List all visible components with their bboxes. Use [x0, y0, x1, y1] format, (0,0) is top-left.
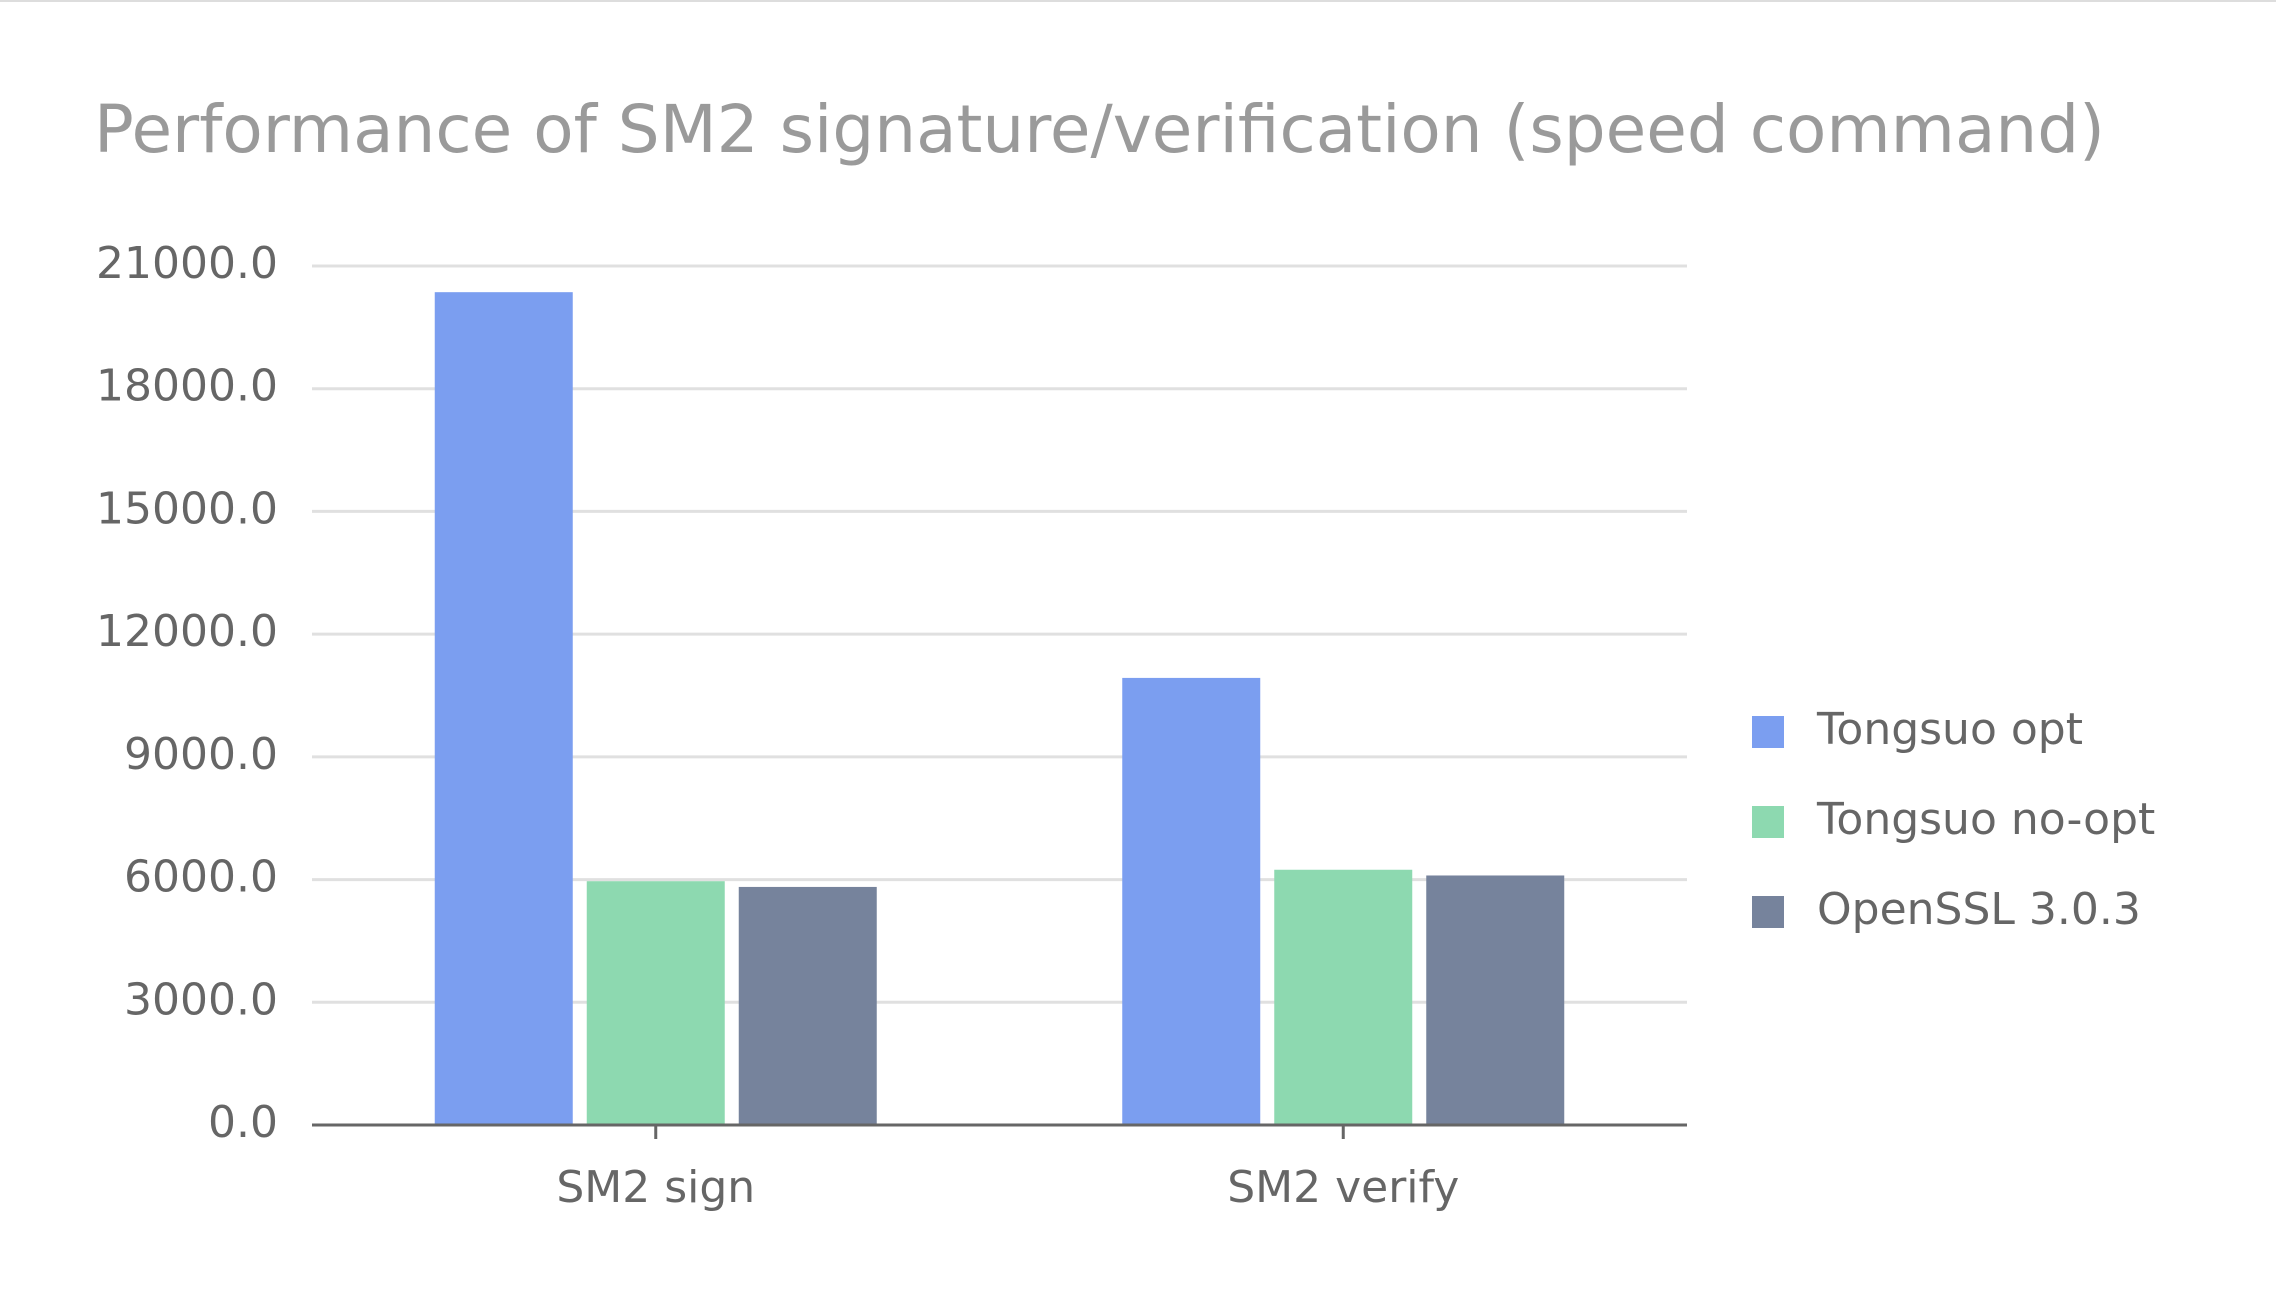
y-tick-label: 18000.0	[96, 361, 278, 412]
legend-label: OpenSSL 3.0.3	[1817, 884, 2141, 935]
bar	[1426, 875, 1565, 1125]
legend-label: Tongsuo opt	[1816, 704, 2083, 755]
y-tick-label: 12000.0	[96, 606, 278, 657]
legend-label: Tongsuo no-opt	[1816, 794, 2155, 845]
bar	[586, 881, 725, 1125]
legend-swatch	[1752, 896, 1784, 928]
x-tick-label: SM2 verify	[1227, 1162, 1459, 1213]
x-tick-label: SM2 sign	[556, 1162, 755, 1213]
bar	[1122, 677, 1261, 1125]
bar	[1274, 869, 1413, 1125]
bar	[434, 292, 573, 1125]
y-tick-label: 15000.0	[96, 483, 278, 534]
y-tick-label: 0.0	[208, 1097, 278, 1148]
y-tick-label: 21000.0	[96, 238, 278, 289]
legend-swatch	[1752, 806, 1784, 838]
chart-title: Performance of SM2 signature/verificatio…	[94, 91, 2105, 168]
bar	[738, 886, 877, 1125]
y-tick-label: 9000.0	[124, 729, 278, 780]
y-tick-label: 3000.0	[124, 974, 278, 1025]
legend-swatch	[1752, 716, 1784, 748]
y-tick-label: 6000.0	[124, 852, 278, 903]
